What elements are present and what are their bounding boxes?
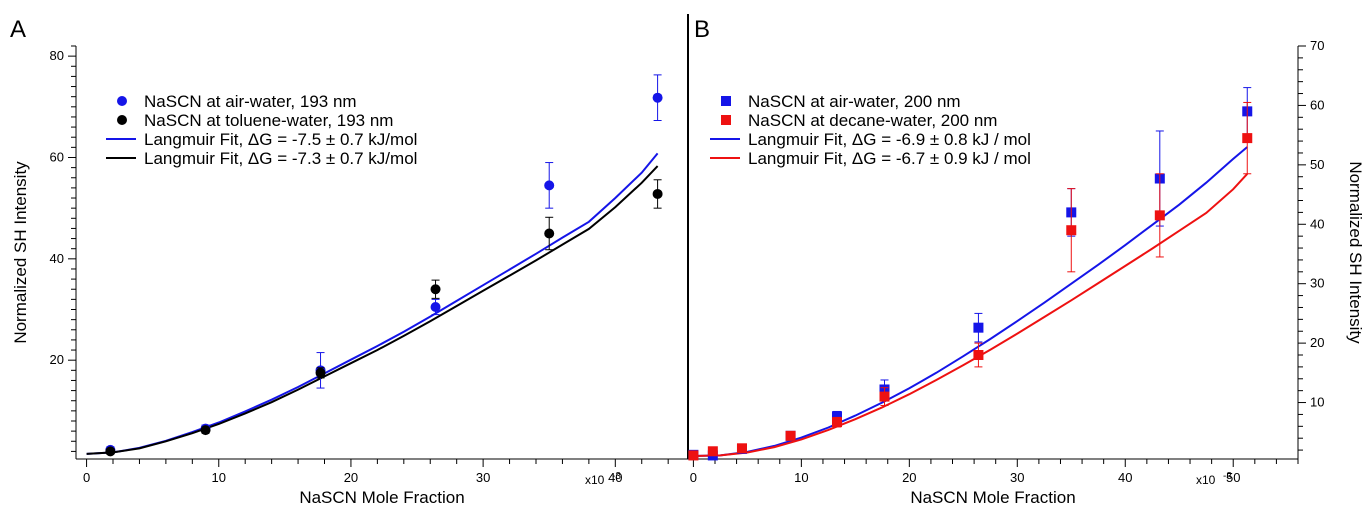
x-tick-label: 0 [83, 470, 90, 485]
legend-label: Langmuir Fit, ΔG = -7.3 ± 0.7 kJ/mol [144, 149, 417, 168]
x-tick-label: 30 [476, 470, 490, 485]
y-tick-label: 10 [1310, 395, 1324, 410]
x-exponent-label: x10 [1196, 473, 1216, 487]
data-point [879, 391, 890, 402]
legend-marker [721, 115, 731, 125]
data-point [1066, 225, 1077, 236]
y-tick-label: 60 [50, 149, 64, 164]
y-axis-title: Normalized SH Intensity [1346, 161, 1365, 344]
x-tick-label: 10 [212, 470, 226, 485]
data-point [652, 92, 663, 103]
y-tick-label: 70 [1310, 38, 1324, 53]
y-axis-title: Normalized SH Intensity [11, 161, 30, 344]
data-point [544, 228, 555, 239]
y-tick-label: 40 [50, 251, 64, 266]
data-point [736, 443, 747, 454]
legend-marker [117, 115, 127, 125]
y-tick-label: 50 [1310, 157, 1324, 172]
data-point [315, 367, 326, 378]
data-point [1242, 133, 1253, 144]
data-point [544, 180, 555, 191]
y-tick-label: 60 [1310, 97, 1324, 112]
y-tick-label: 40 [1310, 216, 1324, 231]
x-exponent-power: -3 [612, 471, 621, 482]
x-tick-label: 40 [1118, 470, 1132, 485]
legend-label: NaSCN at air-water, 193 nm [144, 92, 357, 111]
y-tick-label: 20 [50, 352, 64, 367]
x-tick-label: 50 [1226, 470, 1240, 485]
data-point [831, 417, 842, 428]
legend-label: NaSCN at air-water, 200 nm [748, 92, 961, 111]
legend-label: Langmuir Fit, ΔG = -6.7 ± 0.9 kJ / mol [748, 149, 1031, 168]
x-axis-title: NaSCN Mole Fraction [299, 488, 464, 507]
data-point [707, 446, 718, 457]
data-point [430, 301, 441, 312]
data-point [973, 350, 984, 361]
fit-line [693, 146, 1248, 457]
y-tick-label: 30 [1310, 276, 1324, 291]
legend-label: Langmuir Fit, ΔG = -6.9 ± 0.8 kJ / mol [748, 130, 1031, 149]
data-point [652, 188, 663, 199]
x-axis-title: NaSCN Mole Fraction [910, 488, 1075, 507]
chart-panel-b: B 0 10 20 30 40 50 x10 -3 10 20 30 40 50 60 70 NaSCN Mol… [688, 16, 1365, 507]
data-point [785, 430, 796, 441]
x-tick-label: 40 [608, 470, 622, 485]
legend-label: NaSCN at decane-water, 200 nm [748, 111, 997, 130]
x-tick-label: 20 [902, 470, 916, 485]
x-tick-label: 10 [794, 470, 808, 485]
fit-line [86, 165, 659, 455]
data-point [105, 446, 116, 457]
x-exponent-label: x10 [585, 473, 605, 487]
legend-marker [117, 96, 127, 106]
data-point [430, 284, 441, 295]
data-point [1154, 210, 1165, 221]
y-tick-label: 20 [1310, 335, 1324, 350]
y-tick-label: 80 [50, 48, 64, 63]
x-tick-label: 0 [690, 470, 697, 485]
x-tick-label: 20 [344, 470, 358, 485]
data-point [831, 411, 842, 422]
legend-label: NaSCN at toluene-water, 193 nm [144, 111, 393, 130]
legend-marker [721, 96, 731, 106]
x-tick-label: 30 [1010, 470, 1024, 485]
data-point [688, 450, 699, 461]
fit-line [86, 152, 659, 455]
data-point [973, 322, 984, 333]
panel-letter: B [694, 16, 710, 43]
legend-label: Langmuir Fit, ΔG = -7.5 ± 0.7 kJ/mol [144, 130, 417, 149]
panel-letter: A [10, 16, 26, 43]
x-exponent-power: -3 [1223, 471, 1232, 482]
data-point [200, 425, 211, 436]
